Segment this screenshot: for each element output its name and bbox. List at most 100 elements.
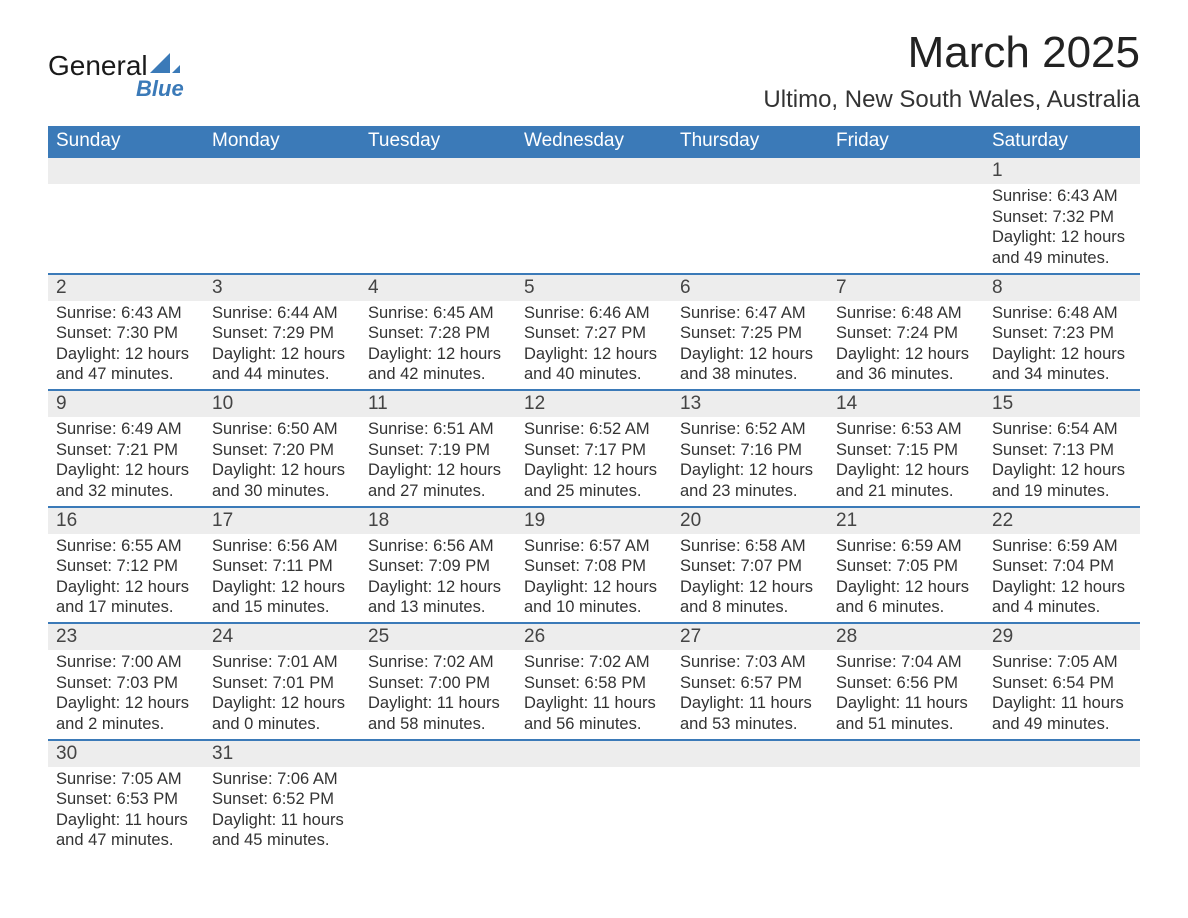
- calendar-cell: 15Sunrise: 6:54 AMSunset: 7:13 PMDayligh…: [984, 390, 1140, 507]
- calendar-cell: [672, 740, 828, 856]
- calendar-cell: [828, 157, 984, 274]
- calendar-cell: 7Sunrise: 6:48 AMSunset: 7:24 PMDaylight…: [828, 274, 984, 391]
- day-number: 27: [672, 624, 828, 650]
- calendar-cell: 27Sunrise: 7:03 AMSunset: 6:57 PMDayligh…: [672, 623, 828, 740]
- day-detail: Sunrise: 6:54 AMSunset: 7:13 PMDaylight:…: [984, 417, 1140, 506]
- calendar-cell: 19Sunrise: 6:57 AMSunset: 7:08 PMDayligh…: [516, 507, 672, 624]
- title-block: March 2025 Ultimo, New South Wales, Aust…: [763, 28, 1140, 114]
- day-number: 11: [360, 391, 516, 417]
- day-number: 6: [672, 275, 828, 301]
- calendar-cell: [48, 157, 204, 274]
- day-number: 25: [360, 624, 516, 650]
- header: General Blue March 2025 Ultimo, New Sout…: [48, 28, 1140, 114]
- day-detail: Sunrise: 6:49 AMSunset: 7:21 PMDaylight:…: [48, 417, 204, 506]
- calendar-cell: 26Sunrise: 7:02 AMSunset: 6:58 PMDayligh…: [516, 623, 672, 740]
- day-detail: Sunrise: 6:43 AMSunset: 7:30 PMDaylight:…: [48, 301, 204, 390]
- day-number: 26: [516, 624, 672, 650]
- day-number: [516, 158, 672, 184]
- calendar-cell: 1Sunrise: 6:43 AMSunset: 7:32 PMDaylight…: [984, 157, 1140, 274]
- calendar-cell: 30Sunrise: 7:05 AMSunset: 6:53 PMDayligh…: [48, 740, 204, 856]
- day-number: [672, 741, 828, 767]
- calendar-week-row: 2Sunrise: 6:43 AMSunset: 7:30 PMDaylight…: [48, 274, 1140, 391]
- day-number: 17: [204, 508, 360, 534]
- day-number: 16: [48, 508, 204, 534]
- day-number: 19: [516, 508, 672, 534]
- calendar-cell: 6Sunrise: 6:47 AMSunset: 7:25 PMDaylight…: [672, 274, 828, 391]
- calendar-cell: [516, 740, 672, 856]
- calendar-cell: [984, 740, 1140, 856]
- day-detail: Sunrise: 6:59 AMSunset: 7:04 PMDaylight:…: [984, 534, 1140, 623]
- calendar-cell: [672, 157, 828, 274]
- day-detail: Sunrise: 6:47 AMSunset: 7:25 PMDaylight:…: [672, 301, 828, 390]
- day-number: 28: [828, 624, 984, 650]
- day-detail: Sunrise: 6:48 AMSunset: 7:24 PMDaylight:…: [828, 301, 984, 390]
- day-detail: [984, 767, 1140, 794]
- weekday-header: Wednesday: [516, 126, 672, 157]
- day-detail: [516, 767, 672, 794]
- day-number: 30: [48, 741, 204, 767]
- calendar-table: SundayMondayTuesdayWednesdayThursdayFrid…: [48, 126, 1140, 855]
- calendar-cell: 9Sunrise: 6:49 AMSunset: 7:21 PMDaylight…: [48, 390, 204, 507]
- day-number: 21: [828, 508, 984, 534]
- location-subtitle: Ultimo, New South Wales, Australia: [763, 86, 1140, 114]
- day-number: 8: [984, 275, 1140, 301]
- day-detail: Sunrise: 6:51 AMSunset: 7:19 PMDaylight:…: [360, 417, 516, 506]
- day-detail: Sunrise: 7:00 AMSunset: 7:03 PMDaylight:…: [48, 650, 204, 739]
- day-number: 2: [48, 275, 204, 301]
- calendar-week-row: 16Sunrise: 6:55 AMSunset: 7:12 PMDayligh…: [48, 507, 1140, 624]
- day-detail: [672, 184, 828, 211]
- day-detail: Sunrise: 6:48 AMSunset: 7:23 PMDaylight:…: [984, 301, 1140, 390]
- calendar-cell: 31Sunrise: 7:06 AMSunset: 6:52 PMDayligh…: [204, 740, 360, 856]
- day-detail: Sunrise: 7:05 AMSunset: 6:53 PMDaylight:…: [48, 767, 204, 856]
- day-detail: [672, 767, 828, 794]
- day-number: [204, 158, 360, 184]
- calendar-cell: 18Sunrise: 6:56 AMSunset: 7:09 PMDayligh…: [360, 507, 516, 624]
- day-detail: Sunrise: 6:59 AMSunset: 7:05 PMDaylight:…: [828, 534, 984, 623]
- day-number: [360, 158, 516, 184]
- calendar-cell: 11Sunrise: 6:51 AMSunset: 7:19 PMDayligh…: [360, 390, 516, 507]
- day-detail: Sunrise: 7:06 AMSunset: 6:52 PMDaylight:…: [204, 767, 360, 856]
- day-detail: Sunrise: 6:50 AMSunset: 7:20 PMDaylight:…: [204, 417, 360, 506]
- day-number: 12: [516, 391, 672, 417]
- day-number: 3: [204, 275, 360, 301]
- calendar-header-row: SundayMondayTuesdayWednesdayThursdayFrid…: [48, 126, 1140, 157]
- calendar-cell: [204, 157, 360, 274]
- day-detail: Sunrise: 6:56 AMSunset: 7:09 PMDaylight:…: [360, 534, 516, 623]
- weekday-header: Monday: [204, 126, 360, 157]
- day-detail: [360, 767, 516, 794]
- day-number: 22: [984, 508, 1140, 534]
- brand-name-top: General: [48, 50, 148, 82]
- calendar-cell: 23Sunrise: 7:00 AMSunset: 7:03 PMDayligh…: [48, 623, 204, 740]
- day-detail: Sunrise: 6:52 AMSunset: 7:17 PMDaylight:…: [516, 417, 672, 506]
- day-number: 15: [984, 391, 1140, 417]
- weekday-header: Friday: [828, 126, 984, 157]
- day-detail: Sunrise: 6:44 AMSunset: 7:29 PMDaylight:…: [204, 301, 360, 390]
- day-detail: Sunrise: 7:04 AMSunset: 6:56 PMDaylight:…: [828, 650, 984, 739]
- day-detail: Sunrise: 6:45 AMSunset: 7:28 PMDaylight:…: [360, 301, 516, 390]
- day-number: 14: [828, 391, 984, 417]
- day-detail: Sunrise: 7:01 AMSunset: 7:01 PMDaylight:…: [204, 650, 360, 739]
- day-number: [984, 741, 1140, 767]
- day-number: 13: [672, 391, 828, 417]
- weekday-header: Sunday: [48, 126, 204, 157]
- calendar-cell: 13Sunrise: 6:52 AMSunset: 7:16 PMDayligh…: [672, 390, 828, 507]
- day-number: [516, 741, 672, 767]
- calendar-cell: 16Sunrise: 6:55 AMSunset: 7:12 PMDayligh…: [48, 507, 204, 624]
- day-detail: [516, 184, 672, 211]
- calendar-cell: 29Sunrise: 7:05 AMSunset: 6:54 PMDayligh…: [984, 623, 1140, 740]
- brand-logo: General Blue: [48, 28, 184, 102]
- day-number: 1: [984, 158, 1140, 184]
- day-detail: Sunrise: 6:53 AMSunset: 7:15 PMDaylight:…: [828, 417, 984, 506]
- calendar-cell: 12Sunrise: 6:52 AMSunset: 7:17 PMDayligh…: [516, 390, 672, 507]
- day-number: 5: [516, 275, 672, 301]
- day-detail: Sunrise: 6:56 AMSunset: 7:11 PMDaylight:…: [204, 534, 360, 623]
- brand-sail-icon: [150, 53, 180, 75]
- day-detail: Sunrise: 6:46 AMSunset: 7:27 PMDaylight:…: [516, 301, 672, 390]
- day-detail: Sunrise: 7:02 AMSunset: 7:00 PMDaylight:…: [360, 650, 516, 739]
- day-number: [828, 158, 984, 184]
- calendar-cell: 24Sunrise: 7:01 AMSunset: 7:01 PMDayligh…: [204, 623, 360, 740]
- calendar-cell: 28Sunrise: 7:04 AMSunset: 6:56 PMDayligh…: [828, 623, 984, 740]
- calendar-cell: [360, 740, 516, 856]
- calendar-cell: 14Sunrise: 6:53 AMSunset: 7:15 PMDayligh…: [828, 390, 984, 507]
- day-number: 10: [204, 391, 360, 417]
